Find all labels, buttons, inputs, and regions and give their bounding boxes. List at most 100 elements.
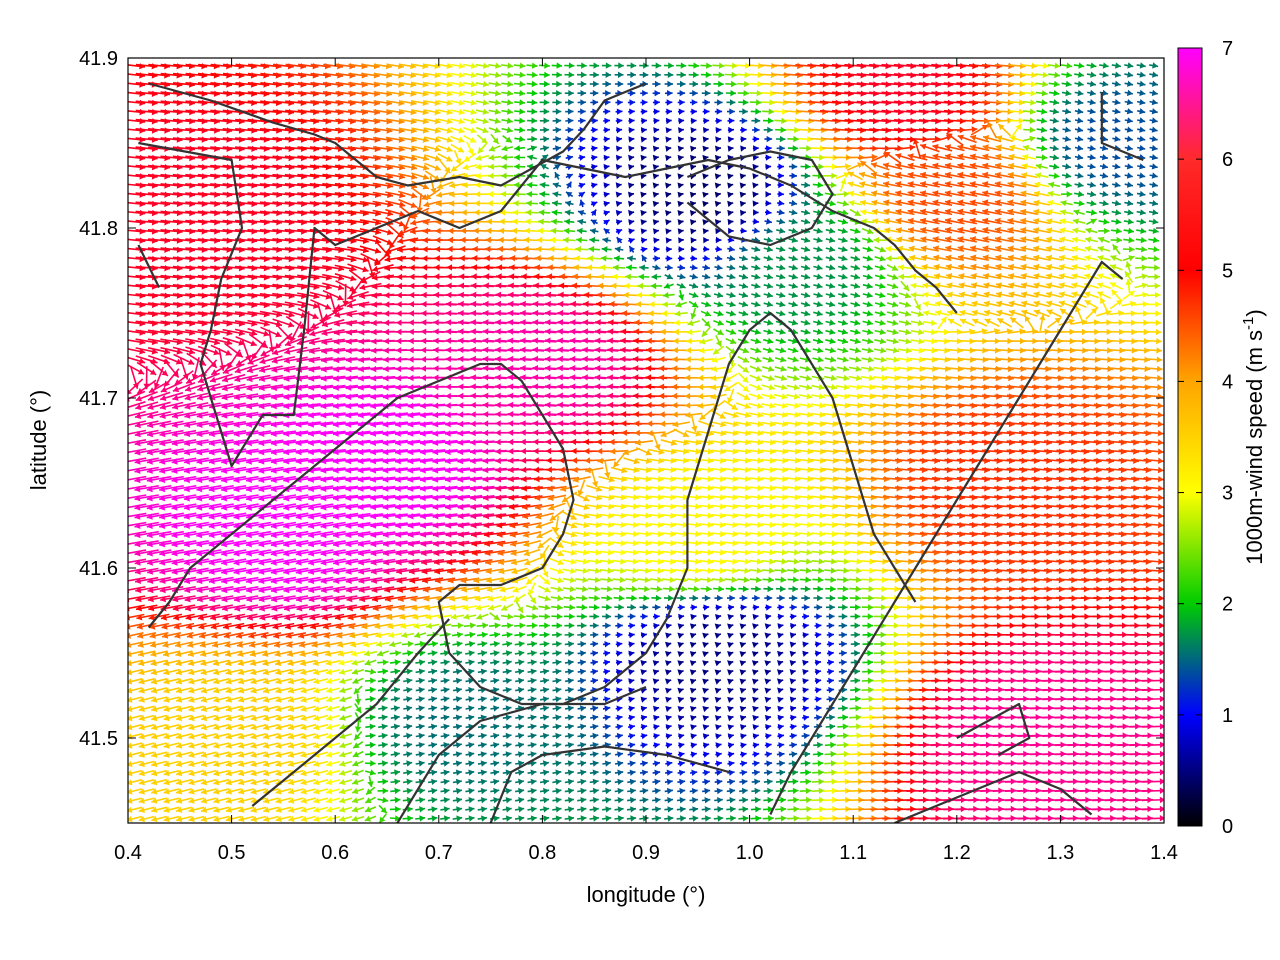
wind-arrow [326,678,340,684]
wind-arrow [773,421,788,427]
wind-arrow [874,668,887,674]
wind-arrow [825,751,837,757]
wind-arrow [838,604,848,610]
wind-arrow [800,567,812,573]
wind-arrow [652,604,660,610]
wind-arrow [662,558,676,564]
wind-arrow [727,624,733,630]
wind-arrow [802,724,809,730]
wind-arrow [540,714,549,720]
wind-arrow [1142,769,1166,775]
wind-arrow [490,788,499,794]
wind-arrow [862,622,873,628]
wind-arrow [653,669,659,675]
wind-arrow [502,622,513,628]
wind-arrow [403,724,412,730]
wind-arrow [752,595,760,601]
wind-arrow [774,503,788,509]
wind-arrow [588,577,601,583]
wind-arrow [503,742,512,748]
wind-arrow [465,797,474,803]
wind-arrow [640,770,648,776]
wind-arrow [590,696,598,702]
wind-arrow [564,613,575,619]
wind-arrow [724,485,739,491]
wind-arrow [653,614,660,620]
wind-arrow [699,503,713,509]
wind-arrow [674,540,688,546]
wind-arrow [565,641,574,647]
wind-arrow [552,779,561,785]
wind-arrow [761,494,775,500]
wind-arrow [838,714,848,720]
wind-arrow [603,623,611,629]
wind-arrow [764,770,772,776]
wind-arrow [847,522,863,528]
wind-arrow [763,586,773,592]
wind-arrow [662,540,676,546]
wind-arrow [837,567,850,573]
wind-arrow [603,751,611,757]
wind-arrow [339,761,352,767]
wind-arrow [1142,714,1166,720]
wind-arrow [764,595,772,601]
wind-arrow [790,614,796,620]
wind-arrow [674,448,689,454]
wind-arrow [724,476,739,482]
wind-arrow [463,604,477,610]
wind-arrow [365,797,375,803]
wind-arrow [526,604,538,610]
wind-arrow [466,751,475,757]
wind-arrow [839,623,848,629]
wind-arrow [414,632,426,638]
wind-arrow [724,568,738,574]
wind-arrow [590,751,598,757]
wind-arrow [786,476,801,482]
wind-arrow [403,687,412,693]
wind-arrow [765,706,771,712]
wind-arrow [715,633,721,639]
wind-arrow [578,678,586,684]
wind-arrow [615,760,623,766]
wind-arrow [825,577,836,583]
wind-arrow [815,650,821,656]
wind-arrow [711,513,725,519]
wind-arrow [577,622,586,628]
wind-arrow [862,668,873,674]
wind-arrow [565,806,574,812]
wind-arrow [649,513,664,519]
wind-arrow [604,461,610,478]
wind-arrow [649,522,663,528]
wind-arrow [453,806,462,812]
wind-arrow [802,669,808,675]
wind-arrow [837,723,848,729]
wind-arrow [662,476,677,482]
wind-arrow [624,540,638,546]
wind-arrow [1142,815,1166,821]
wind-arrow [403,733,412,739]
wind-arrow [490,613,500,620]
wind-arrow [578,705,586,711]
wind-arrow [538,586,550,593]
wind-arrow [515,724,524,730]
wind-arrow [650,586,662,592]
wind-arrow [802,660,808,666]
wind-arrow [625,568,639,574]
wind-arrow [503,751,512,757]
wind-arrow [403,751,412,757]
wind-arrow [553,678,562,684]
wind-arrow [602,770,611,776]
wind-arrow [862,687,874,693]
wind-arrow [538,538,551,548]
wind-arrow [763,815,774,821]
wind-arrow [715,614,721,620]
wind-arrow [490,760,499,766]
wind-arrow [703,742,709,748]
wind-arrow [453,815,463,821]
wind-arrow [690,660,696,666]
wind-arrow [690,706,696,712]
wind-arrow [764,779,773,785]
wind-arrow [851,622,861,628]
wind-arrow [737,568,750,574]
wind-arrow [441,733,450,739]
